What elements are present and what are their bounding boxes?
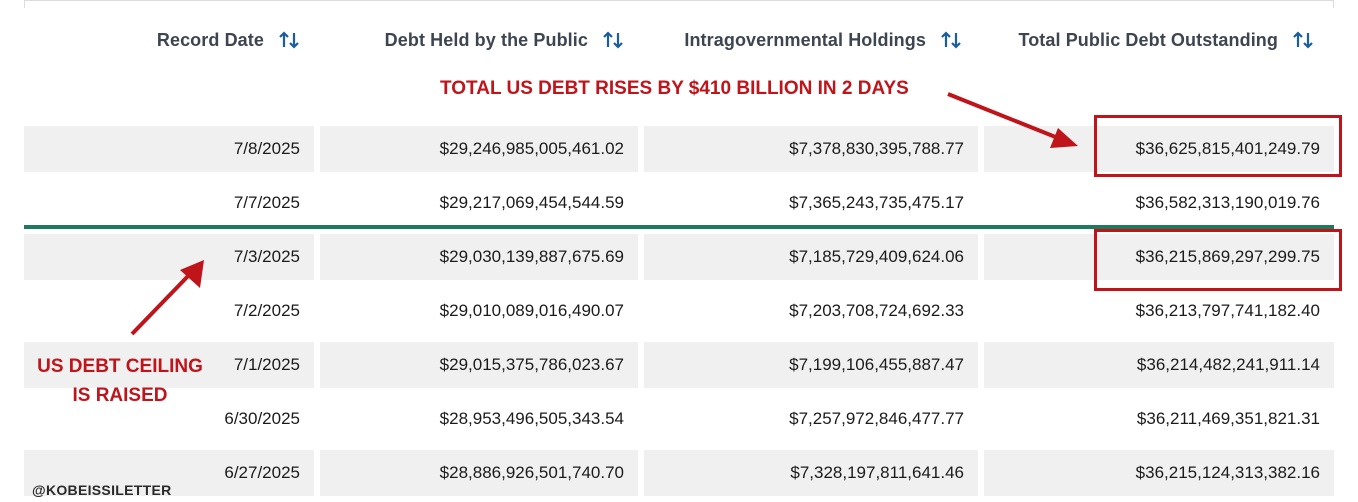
table-header: Record Date Debt Held by the Public Intr… <box>24 22 1334 58</box>
column-header-label: Record Date <box>156 29 264 50</box>
cell-debt-public: $28,886,926,501,740.70 <box>320 450 638 496</box>
column-header-intragovernmental[interactable]: Intragovernmental Holdings <box>624 22 962 58</box>
annotation-debt-rise: TOTAL US DEBT RISES BY $410 BILLION IN 2… <box>440 78 909 99</box>
cell-total-debt: $36,582,313,190,019.76 <box>1135 193 1320 212</box>
sort-arrows-icon[interactable] <box>940 29 962 51</box>
cell-record-date: 7/3/2025 <box>24 234 314 280</box>
watermark: @KOBEISSILETTER <box>32 482 172 498</box>
cell-record-date: 7/8/2025 <box>24 126 314 172</box>
cell-intragovernmental: $7,185,729,409,624.06 <box>644 234 978 280</box>
cell-debt-public: $29,217,069,454,544.59 <box>439 193 624 212</box>
cell-record-date: 7/2/2025 <box>233 301 300 320</box>
cell-total-debt: $36,215,869,297,299.75 <box>984 234 1334 280</box>
cell-total-debt: $36,214,482,241,911.14 <box>984 342 1334 388</box>
cell-intragovernmental: $7,199,106,455,887.47 <box>644 342 978 388</box>
cell-debt-public: $29,015,375,786,023.67 <box>320 342 638 388</box>
column-header-record-date[interactable]: Record Date <box>24 22 300 58</box>
cell-intragovernmental: $7,257,972,846,477.77 <box>789 409 964 428</box>
cell-record-date: 7/7/2025 <box>233 193 300 212</box>
table-row: 7/2/2025 $29,010,089,016,490.07 $7,203,7… <box>24 284 1334 338</box>
cell-intragovernmental: $7,203,708,724,692.33 <box>789 301 964 320</box>
cell-debt-public: $29,246,985,005,461.02 <box>320 126 638 172</box>
table-row: 7/1/2025 $29,015,375,786,023.67 $7,199,1… <box>24 338 1334 392</box>
cell-debt-public: $29,010,089,016,490.07 <box>439 301 624 320</box>
table-frame <box>24 0 1334 8</box>
cell-record-date: 6/27/2025 <box>24 450 314 496</box>
column-header-debt-public[interactable]: Debt Held by the Public <box>300 22 624 58</box>
annotation-line: IS RAISED <box>72 385 168 406</box>
cell-total-debt: $36,211,469,351,821.31 <box>1136 409 1320 428</box>
column-header-total-debt[interactable]: Total Public Debt Outstanding <box>962 22 1314 58</box>
cell-record-date: 7/1/2025 <box>24 342 314 388</box>
table-row: 6/27/2025 $28,886,926,501,740.70 $7,328,… <box>24 446 1334 500</box>
cell-total-debt: $36,213,797,741,182.40 <box>1135 301 1320 320</box>
annotation-debt-ceiling: US DEBT CEILING IS RAISED <box>28 352 212 410</box>
column-header-label: Intragovernmental Holdings <box>684 29 926 50</box>
cell-debt-public: $28,953,496,505,343.54 <box>439 409 624 428</box>
cell-record-date: 6/30/2025 <box>224 409 300 428</box>
cell-intragovernmental: $7,378,830,395,788.77 <box>644 126 978 172</box>
highlight-box-7-3 <box>1094 229 1342 291</box>
table-row: 6/30/2025 $28,953,496,505,343.54 $7,257,… <box>24 392 1334 446</box>
table-row: 7/7/2025 $29,217,069,454,544.59 $7,365,2… <box>24 176 1334 230</box>
sort-arrows-icon[interactable] <box>278 29 300 51</box>
sort-arrows-icon[interactable] <box>602 29 624 51</box>
column-header-label: Debt Held by the Public <box>384 29 588 50</box>
cell-debt-public: $29,030,139,887,675.69 <box>320 234 638 280</box>
highlight-box-7-8 <box>1094 115 1342 177</box>
annotation-line: US DEBT CEILING <box>37 356 203 377</box>
table-row: 7/8/2025 $29,246,985,005,461.02 $7,378,8… <box>24 122 1334 176</box>
table-row: 7/3/2025 $29,030,139,887,675.69 $7,185,7… <box>24 230 1334 284</box>
column-header-label: Total Public Debt Outstanding <box>1018 29 1278 50</box>
sort-arrows-icon[interactable] <box>1292 29 1314 51</box>
cell-total-debt: $36,215,124,313,382.16 <box>984 450 1334 496</box>
debt-ceiling-divider <box>24 225 1334 229</box>
cell-intragovernmental: $7,365,243,735,475.17 <box>789 193 964 212</box>
cell-intragovernmental: $7,328,197,811,641.46 <box>644 450 978 496</box>
cell-total-debt: $36,625,815,401,249.79 <box>984 126 1334 172</box>
